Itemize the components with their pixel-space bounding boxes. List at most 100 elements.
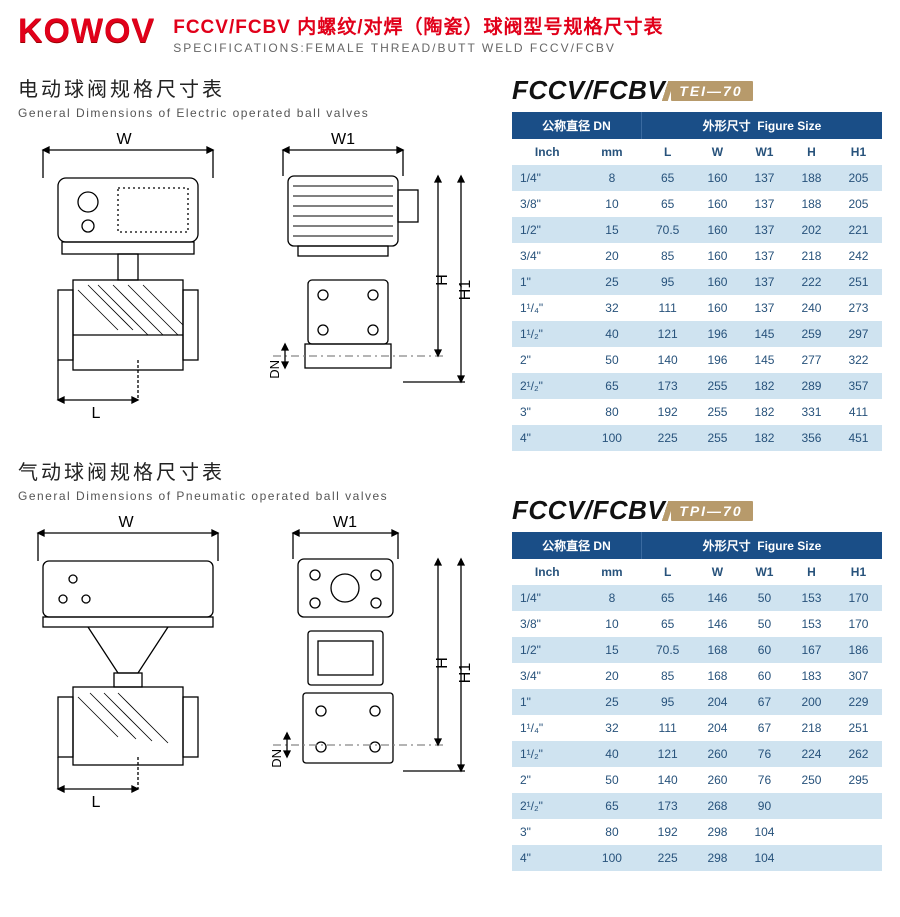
table-cell <box>835 793 882 819</box>
table-cell: 1" <box>512 269 583 295</box>
table-cell: 65 <box>583 373 642 399</box>
table-cell: 65 <box>583 793 642 819</box>
table-cell: 15 <box>583 217 642 243</box>
table-cell: 95 <box>641 689 694 715</box>
section2-title-cn: 气动球阀规格尺寸表 <box>18 456 488 485</box>
column-header: mm <box>583 139 642 165</box>
table-cell: 8 <box>583 585 642 611</box>
spec-table-1: 公称直径 DN 外形尺寸 Figure Size InchmmLWW1HH1 1… <box>512 112 882 451</box>
column-header: mm <box>583 559 642 585</box>
table-cell: 2" <box>512 347 583 373</box>
table-cell: 205 <box>835 165 882 191</box>
table-cell: 277 <box>788 347 835 373</box>
left-column: 电动球阀规格尺寸表 General Dimensions of Electric… <box>18 69 488 871</box>
table2-hdr-dn: 公称直径 DN <box>542 539 611 553</box>
table1-hdr-size-cn: 外形尺寸 <box>703 119 751 133</box>
column-header: W <box>694 139 741 165</box>
table-cell: 1¹/₂" <box>512 321 583 347</box>
table-cell: 307 <box>835 663 882 689</box>
table-cell: 1" <box>512 689 583 715</box>
table-cell: 3" <box>512 819 583 845</box>
dim-W: W <box>116 131 132 148</box>
table-cell: 80 <box>583 819 642 845</box>
table-cell: 260 <box>694 767 741 793</box>
table-cell: 140 <box>641 347 694 373</box>
table-cell: 242 <box>835 243 882 269</box>
table-cell: 100 <box>583 425 642 451</box>
dim-H1: H1 <box>457 280 474 301</box>
table-cell: 225 <box>641 425 694 451</box>
right-column: FCCV/FCBV TEI—70 公称直径 DN 外形尺寸 Figure Siz… <box>512 69 882 871</box>
table-cell: 10 <box>583 191 642 217</box>
table-cell: 76 <box>741 767 788 793</box>
table-cell: 3/8" <box>512 191 583 217</box>
table-cell: 2¹/₂" <box>512 373 583 399</box>
table-row: 1¹/₄"32111160137240273 <box>512 295 882 321</box>
table-cell: 160 <box>694 295 741 321</box>
table-cell: 10 <box>583 611 642 637</box>
table-cell: 121 <box>641 321 694 347</box>
table-cell: 273 <box>835 295 882 321</box>
table-cell: 4" <box>512 845 583 871</box>
table-cell: 60 <box>741 637 788 663</box>
table2-model-badge: FCCV/FCBV TPI—70 <box>512 495 882 526</box>
table-cell: 205 <box>835 191 882 217</box>
table-cell: 218 <box>788 243 835 269</box>
dim-W: W <box>118 514 134 531</box>
table-cell: 160 <box>694 217 741 243</box>
table-cell: 222 <box>788 269 835 295</box>
column-header: L <box>641 139 694 165</box>
table-cell: 251 <box>835 715 882 741</box>
table-row: 1"2595160137222251 <box>512 269 882 295</box>
table-row: 1¹/₄"3211120467218251 <box>512 715 882 741</box>
table-cell: 50 <box>741 611 788 637</box>
table-row: 3"80192298104 <box>512 819 882 845</box>
table-row: 1/2"1570.516860167186 <box>512 637 882 663</box>
table-cell: 357 <box>835 373 882 399</box>
column-header: H <box>788 139 835 165</box>
table-cell: 137 <box>741 269 788 295</box>
main-layout: 电动球阀规格尺寸表 General Dimensions of Electric… <box>18 69 882 871</box>
table-cell: 65 <box>641 165 694 191</box>
table-cell: 2¹/₂" <box>512 793 583 819</box>
table-cell: 65 <box>641 585 694 611</box>
table-cell: 32 <box>583 715 642 741</box>
table-row: 1"259520467200229 <box>512 689 882 715</box>
table-cell: 1/4" <box>512 165 583 191</box>
table-cell: 146 <box>694 611 741 637</box>
table-cell: 50 <box>583 347 642 373</box>
table-cell: 60 <box>741 663 788 689</box>
table-cell: 76 <box>741 741 788 767</box>
table-cell: 259 <box>788 321 835 347</box>
table-cell: 146 <box>694 585 741 611</box>
table-cell: 192 <box>641 819 694 845</box>
table-cell: 1/2" <box>512 637 583 663</box>
pneumatic-valve-side-drawing: W1 <box>243 513 478 813</box>
table-row: 1/4"86514650153170 <box>512 585 882 611</box>
table-cell: 85 <box>641 243 694 269</box>
table-cell: 121 <box>641 741 694 767</box>
table-cell: 255 <box>694 399 741 425</box>
table-cell: 240 <box>788 295 835 321</box>
table-cell: 137 <box>741 191 788 217</box>
table-cell: 145 <box>741 321 788 347</box>
table-cell: 451 <box>835 425 882 451</box>
table-cell: 251 <box>835 269 882 295</box>
table-cell: 137 <box>741 295 788 321</box>
table-cell: 1¹/₂" <box>512 741 583 767</box>
table2-subheader-row: InchmmLWW1HH1 <box>512 559 882 585</box>
spec-table-2: 公称直径 DN 外形尺寸 Figure Size InchmmLWW1HH1 1… <box>512 532 882 871</box>
page-title-en: SPECIFICATIONS:FEMALE THREAD/BUTT WELD F… <box>173 41 663 55</box>
dim-W1: W1 <box>333 514 357 531</box>
table-cell: 200 <box>788 689 835 715</box>
table-cell: 137 <box>741 217 788 243</box>
table-cell: 167 <box>788 637 835 663</box>
column-header: W1 <box>741 139 788 165</box>
table-cell: 70.5 <box>641 637 694 663</box>
table-cell: 137 <box>741 243 788 269</box>
table-row: 2"50140196145277322 <box>512 347 882 373</box>
table-row: 4"100225298104 <box>512 845 882 871</box>
table-cell: 331 <box>788 399 835 425</box>
table-cell: 65 <box>641 191 694 217</box>
table-cell: 40 <box>583 321 642 347</box>
